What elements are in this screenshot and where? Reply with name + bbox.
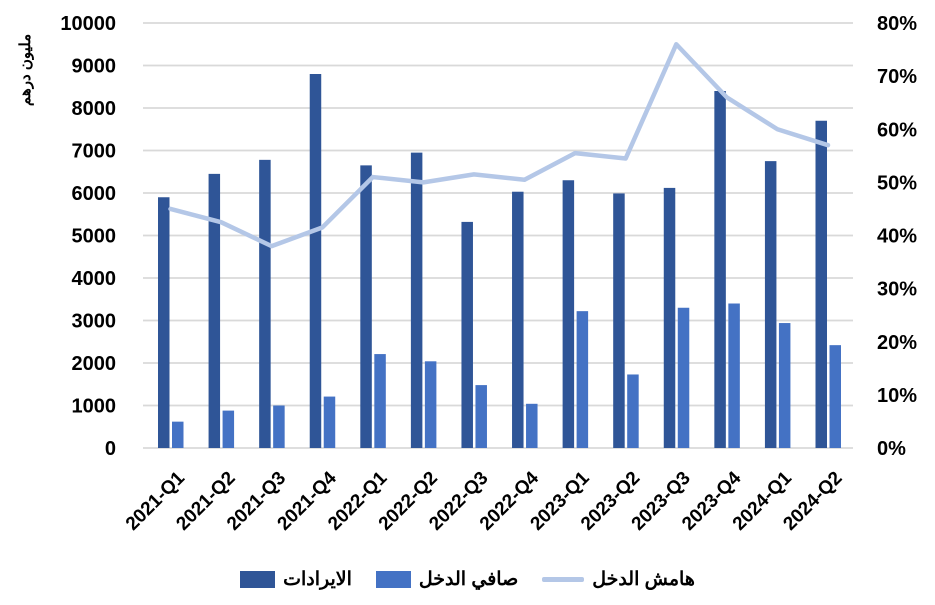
right-axis-tick-label: 0% [877,438,906,460]
legend-item-net-income: صافي الدخل [375,568,519,591]
bar-net-income-2023-Q3 [677,307,690,448]
bar-revenue-2024-Q2 [815,120,827,448]
bar-revenue-2023-Q4 [714,91,726,448]
bar-net-income-2023-Q2 [627,374,639,448]
net-income-swatch-icon [375,571,411,588]
legend-label-net-income: صافي الدخل [418,569,519,590]
right-axis-tick-label: 60% [877,119,917,141]
right-axis-tick-label: 10% [877,385,917,407]
bar-net-income-2021-Q4 [323,396,336,448]
left-axis-tick-label: 10000 [60,13,116,35]
bar-revenue-2021-Q3 [259,159,271,448]
bar-revenue-2022-Q2 [410,152,423,448]
right-axis-tick-label: 70% [877,66,917,88]
margin-line [168,42,831,249]
left-axis-tick-label: 9000 [72,56,117,78]
right-axis-tick-label: 20% [877,332,917,354]
bar-revenue-2021-Q1 [158,197,170,448]
bar-net-income-2023-Q1 [576,311,589,448]
bar-net-income-2021-Q3 [273,405,285,448]
bar-net-income-2022-Q2 [424,361,437,448]
legend: الايرادات صافي الدخل هامش الدخل [0,568,935,591]
revenue-swatch-icon [240,571,276,588]
bar-net-income-2022-Q3 [475,385,487,448]
left-axis-tick-label: 4000 [72,268,117,290]
right-axis-tick-label: 40% [877,226,917,248]
legend-label-revenue: الايرادات [283,569,352,590]
bar-revenue-2021-Q2 [208,173,221,448]
bar-net-income-2024-Q1 [778,323,791,448]
bar-net-income-2021-Q1 [172,421,184,448]
bar-revenue-2023-Q3 [663,187,676,448]
bar-revenue-2022-Q4 [512,191,524,448]
bar-net-income-2022-Q1 [374,354,386,448]
bar-net-income-2023-Q4 [728,303,740,448]
left-axis-tick-label: 1000 [72,396,117,418]
left-axis-tick-label: 3000 [72,311,117,333]
bar-net-income-2022-Q4 [526,403,538,448]
left-axis-tick-label: 5000 [72,226,117,248]
left-axis-tick-label: 2000 [72,353,117,375]
bar-revenue-2021-Q4 [309,74,322,448]
left-axis-tick-label: 8000 [72,98,117,120]
bar-net-income-2024-Q2 [829,345,841,448]
bar-net-income-2021-Q2 [222,410,235,448]
right-axis-tick-label: 50% [877,172,917,194]
bar-revenue-2022-Q1 [360,165,372,448]
bar-revenue-2022-Q3 [461,221,473,448]
left-axis-tick-label: 0 [105,438,116,460]
bar-revenue-2023-Q1 [562,180,575,448]
left-axis-tick-label: 6000 [72,183,117,205]
legend-item-margin: هامش الدخل [542,568,695,591]
legend-label-margin: هامش الدخل [592,569,695,590]
left-axis-tick-label: 7000 [72,141,117,163]
bar-revenue-2023-Q2 [613,193,625,448]
right-axis-tick-label: 30% [877,279,917,301]
right-axis-tick-label: 80% [877,13,917,35]
legend-item-revenue: الايرادات [240,568,352,591]
margin-line-swatch-icon [542,577,585,582]
bar-revenue-2024-Q1 [764,161,777,448]
